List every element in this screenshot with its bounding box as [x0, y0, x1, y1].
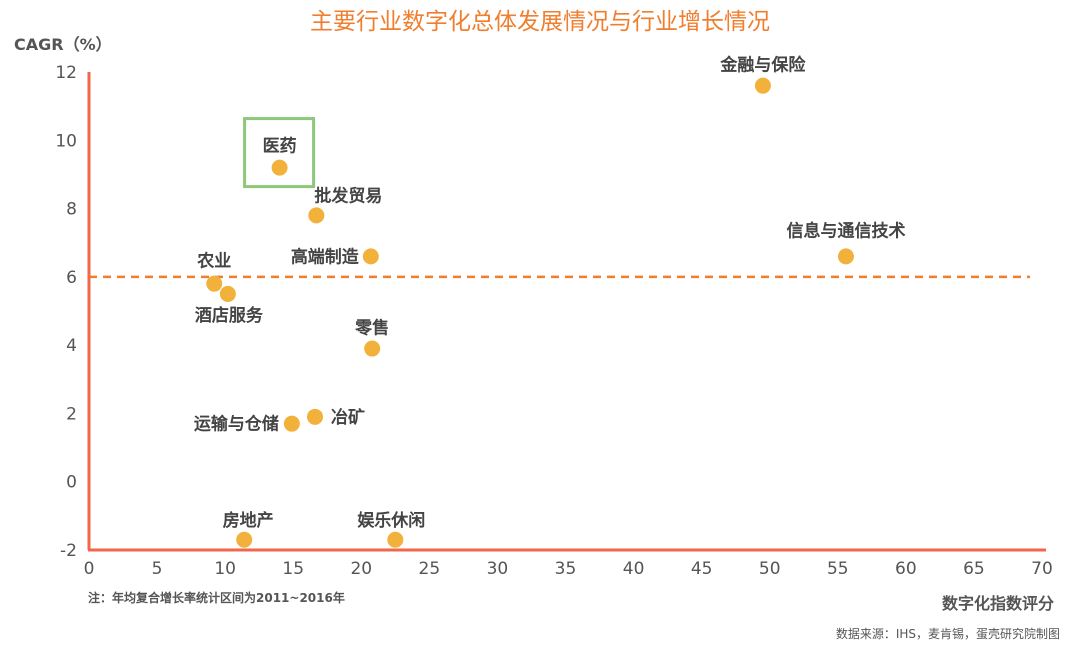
x-tick-label: 70 — [1031, 559, 1053, 579]
y-tick-label: 8 — [66, 200, 77, 220]
x-tick-label: 30 — [487, 559, 509, 579]
tick-labels: 0 5 10 15 20 25 30 35 40 45 50 55 60 65 70 -2 0 2 4 6 8 10 12 — [55, 63, 1052, 579]
x-axis-label: 数字化指数评分 — [942, 594, 1054, 613]
x-tick-label: 10 — [214, 559, 236, 579]
data-point — [206, 275, 223, 292]
point-label: 高端制造 — [291, 246, 360, 267]
x-tick-label: 50 — [759, 559, 781, 579]
x-tick-label: 25 — [419, 559, 441, 579]
data-point — [219, 285, 236, 302]
point-label: 医药 — [263, 136, 297, 157]
y-tick-label: 4 — [66, 336, 77, 356]
point-label: 娱乐休闲 — [357, 510, 425, 531]
point-label: 信息与通信技术 — [786, 220, 905, 241]
footnote: 注：年均复合增长率统计区间为2011~2016年 — [88, 590, 345, 605]
data-point — [283, 415, 300, 432]
data-point — [837, 248, 854, 265]
point-label: 冶矿 — [331, 407, 365, 428]
point-label: 酒店服务 — [195, 305, 264, 326]
data-point — [754, 77, 771, 94]
x-tick-label: 0 — [84, 559, 95, 579]
x-tick-label: 15 — [282, 559, 304, 579]
point-label: 金融与保险 — [719, 55, 806, 76]
point-label: 运输与仓储 — [194, 414, 279, 435]
x-tick-label: 55 — [827, 559, 849, 579]
data-points — [206, 77, 854, 548]
x-tick-label: 65 — [963, 559, 985, 579]
chart-title: 主要行业数字化总体发展情况与行业增长情况 — [310, 9, 770, 35]
data-point — [306, 408, 323, 425]
y-tick-label: 12 — [55, 63, 77, 83]
x-tick-label: 35 — [555, 559, 577, 579]
data-point — [364, 340, 381, 357]
point-label: 零售 — [354, 318, 389, 339]
data-point — [271, 159, 288, 176]
x-tick-label: 5 — [152, 559, 163, 579]
data-point — [362, 248, 379, 265]
y-tick-label: 10 — [55, 131, 77, 151]
x-tick-label: 60 — [895, 559, 917, 579]
point-label: 房地产 — [223, 510, 274, 531]
axes — [87, 72, 1046, 552]
y-tick-label: -2 — [60, 541, 77, 561]
x-tick-label: 20 — [350, 559, 372, 579]
highlight-box — [243, 117, 316, 189]
point-label: 批发贸易 — [314, 185, 382, 206]
y-tick-label: 0 — [66, 473, 77, 493]
x-tick-label: 45 — [691, 559, 713, 579]
y-axis-label: CAGR（%） — [14, 35, 112, 54]
point-label: 农业 — [196, 251, 231, 272]
data-point — [308, 207, 325, 224]
y-tick-label: 6 — [66, 268, 77, 288]
x-tick-label: 40 — [623, 559, 645, 579]
data-point — [387, 531, 404, 548]
data-point — [236, 531, 253, 548]
y-tick-label: 2 — [66, 404, 77, 424]
source-note: 数据来源：IHS，麦肯锡，蛋壳研究院制图 — [836, 626, 1060, 641]
